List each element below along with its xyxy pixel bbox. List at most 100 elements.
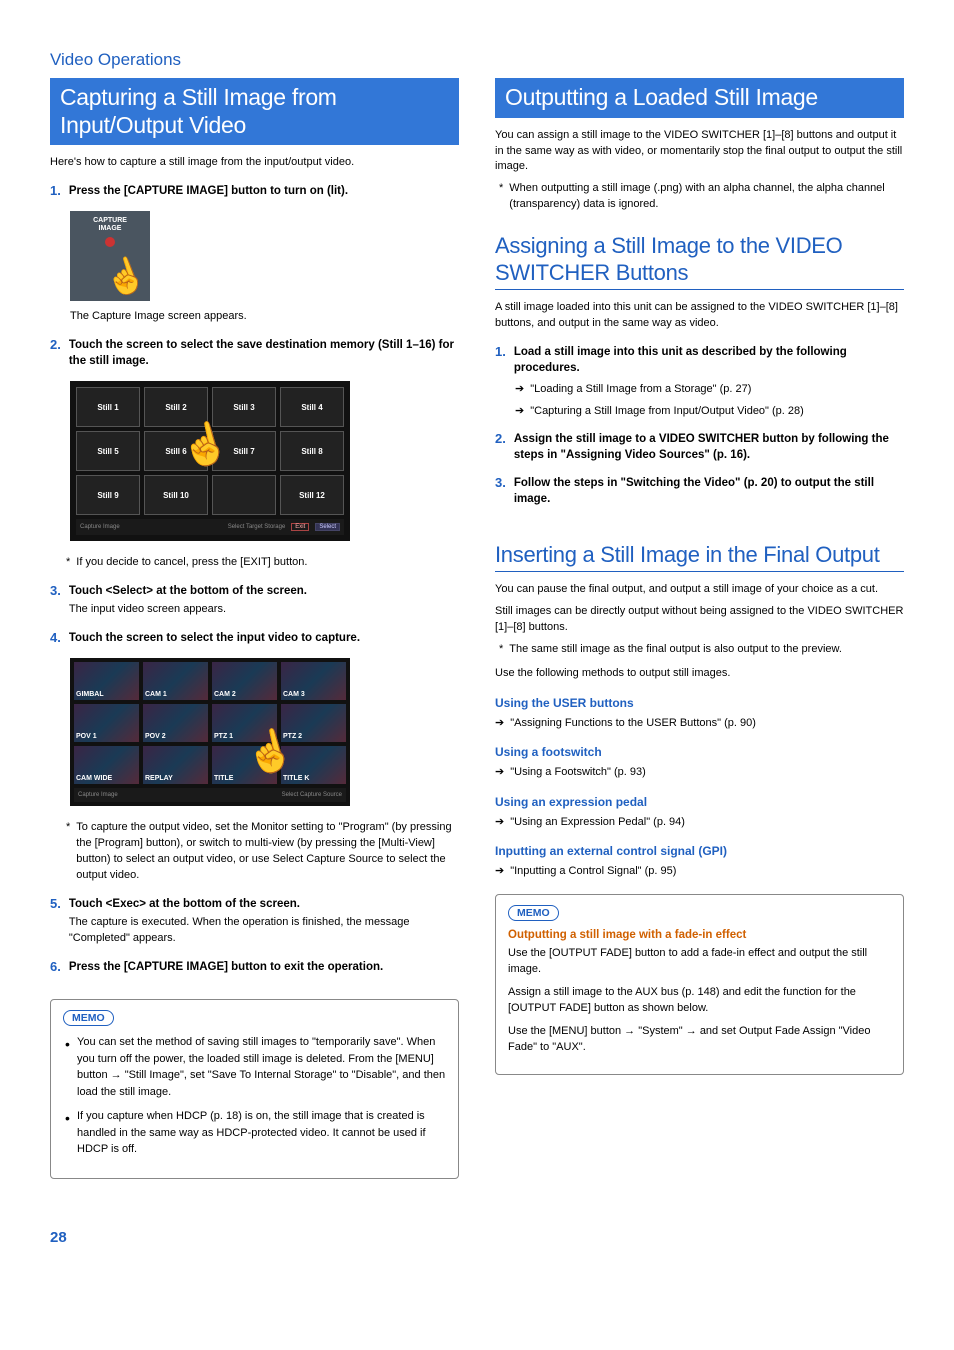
- right-memo: MEMO Outputting a still image with a fad…: [495, 894, 904, 1075]
- bb-label: Capture Image: [80, 524, 120, 530]
- hand-icon: ☝: [98, 251, 151, 303]
- still-grid-illustration: Still 1 Still 2 Still 3 Still 4 Still 5 …: [70, 381, 350, 541]
- left-title: Capturing a Still Image from Input/Outpu…: [50, 78, 459, 145]
- link-text: "Using an Expression Pedal" (p. 94): [510, 814, 685, 831]
- page-columns: Capturing a Still Image from Input/Outpu…: [50, 78, 904, 1179]
- step-4: 4. Touch the screen to select the input …: [50, 630, 459, 646]
- thumb: GIMBAL: [74, 662, 139, 700]
- right-column: Outputting a Loaded Still Image You can …: [495, 78, 904, 1179]
- still-cell: Still 8: [280, 431, 344, 471]
- arrow-icon: ➔: [495, 715, 504, 732]
- step-3: 3. Touch <Select> at the bottom of the s…: [50, 583, 459, 618]
- step-num: 6.: [50, 959, 61, 975]
- capture-label: CAPTURE IMAGE: [93, 217, 127, 232]
- step-title: Touch <Select> at the bottom of the scre…: [69, 583, 459, 599]
- memo-badge: MEMO: [508, 905, 559, 921]
- left-intro: Here's how to capture a still image from…: [50, 155, 459, 171]
- step-title: Press the [CAPTURE IMAGE] button to turn…: [69, 183, 459, 199]
- asterisk-icon: *: [499, 181, 503, 213]
- method-heading: Using the USER buttons: [495, 696, 904, 710]
- step-1: 1. Press the [CAPTURE IMAGE] button to t…: [50, 183, 459, 199]
- thumb: REPLAY: [143, 746, 208, 784]
- step-text: The input video screen appears.: [69, 602, 459, 618]
- step-2: 2. Touch the screen to select the save d…: [50, 337, 459, 369]
- asterisk-icon: *: [499, 642, 503, 658]
- method-heading: Inputting an external control signal (GP…: [495, 844, 904, 858]
- right-note1: * When outputting a still image (.png) w…: [495, 181, 904, 213]
- page-number: 28: [50, 1229, 904, 1246]
- thumb: POV 1: [74, 704, 139, 742]
- arrow-icon: ➔: [515, 381, 524, 398]
- step-num: 2.: [495, 431, 506, 463]
- step-5: 5. Touch <Exec> at the bottom of the scr…: [50, 896, 459, 947]
- step-num: 3.: [495, 475, 506, 507]
- thumb-bottombar: Capture Image Select Capture Source: [74, 788, 346, 802]
- right-intro1: You can assign a still image to the VIDE…: [495, 128, 904, 176]
- left-column: Capturing a Still Image from Input/Outpu…: [50, 78, 459, 1179]
- thumb: CAM 2: [212, 662, 277, 700]
- arrow-icon: ➔: [515, 403, 524, 420]
- h2b-note: * The same still image as the final outp…: [495, 642, 904, 658]
- bb-label: Select Capture Source: [282, 792, 342, 798]
- step2-note: * If you decide to cancel, press the [EX…: [50, 555, 459, 571]
- step-title: Load a still image into this unit as des…: [514, 344, 904, 376]
- method-heading: Using a footswitch: [495, 745, 904, 759]
- note-text: The same still image as the final output…: [509, 642, 842, 658]
- step-title: Follow the steps in "Switching the Video…: [514, 475, 904, 507]
- memo-item: If you capture when HDCP (p. 18) is on, …: [63, 1108, 446, 1158]
- capture-button-illustration: CAPTURE IMAGE ☝: [70, 211, 150, 301]
- note-text: If you decide to cancel, press the [EXIT…: [76, 555, 307, 571]
- step-title: Touch the screen to select the input vid…: [69, 630, 459, 646]
- note-text: To capture the output video, set the Mon…: [76, 820, 459, 884]
- memo-text: Use the [OUTPUT FADE] button to add a fa…: [508, 945, 891, 978]
- bb-select: Select: [315, 523, 340, 531]
- link-text: "Capturing a Still Image from Input/Outp…: [530, 403, 804, 420]
- step-text: The capture is executed. When the operat…: [69, 915, 459, 947]
- h2-inserting: Inserting a Still Image in the Final Out…: [495, 542, 904, 572]
- step-num: 3.: [50, 583, 61, 618]
- step-num: 4.: [50, 630, 61, 646]
- h2b-p1: You can pause the final output, and outp…: [495, 582, 904, 598]
- memo-badge: MEMO: [63, 1010, 114, 1026]
- still-cell: [212, 475, 276, 515]
- asterisk-icon: *: [66, 555, 70, 571]
- r-step-3: 3. Follow the steps in "Switching the Vi…: [495, 475, 904, 507]
- step4-note: * To capture the output video, set the M…: [50, 820, 459, 884]
- method-link: ➔ "Using a Footswitch" (p. 93): [495, 764, 904, 781]
- link-text: "Loading a Still Image from a Storage" (…: [530, 381, 751, 398]
- arrow-icon: ➔: [495, 863, 504, 880]
- step-num: 1.: [495, 344, 506, 376]
- memo-item: You can set the method of saving still i…: [63, 1034, 446, 1100]
- still-cell: Still 10: [144, 475, 208, 515]
- section-header: Video Operations: [50, 50, 904, 70]
- still-cell: Still 9: [76, 475, 140, 515]
- step-title: Assign the still image to a VIDEO SWITCH…: [514, 431, 904, 463]
- right-title1: Outputting a Loaded Still Image: [495, 78, 904, 118]
- r-step-1: 1. Load a still image into this unit as …: [495, 344, 904, 376]
- h2b-p3: Use the following methods to output stil…: [495, 666, 904, 682]
- thumb: CAM 3: [281, 662, 346, 700]
- memo-text: Use the [MENU] button → "System" → and s…: [508, 1023, 891, 1056]
- method-heading: Using an expression pedal: [495, 795, 904, 809]
- still-cell: Still 4: [280, 387, 344, 427]
- link-text: "Inputting a Control Signal" (p. 95): [510, 863, 676, 880]
- h2b-p2: Still images can be directly output with…: [495, 604, 904, 636]
- still-cell: Still 12: [280, 475, 344, 515]
- step-6: 6. Press the [CAPTURE IMAGE] button to e…: [50, 959, 459, 975]
- still-cell: Still 5: [76, 431, 140, 471]
- link-text: "Using a Footswitch" (p. 93): [510, 764, 646, 781]
- thumb: POV 2: [143, 704, 208, 742]
- link-item: ➔ "Loading a Still Image from a Storage"…: [495, 381, 904, 398]
- step-title: Press the [CAPTURE IMAGE] button to exit…: [69, 959, 459, 975]
- bb-exit: Exit: [291, 523, 309, 531]
- thumb: CAM 1: [143, 662, 208, 700]
- link-item: ➔ "Capturing a Still Image from Input/Ou…: [495, 403, 904, 420]
- h2-assigning: Assigning a Still Image to the VIDEO SWI…: [495, 233, 904, 290]
- h2a-intro: A still image loaded into this unit can …: [495, 300, 904, 332]
- still-cell: Still 1: [76, 387, 140, 427]
- link-text: "Assigning Functions to the USER Buttons…: [510, 715, 756, 732]
- arrow-icon: ➔: [495, 814, 504, 831]
- step-title: Touch the screen to select the save dest…: [69, 337, 459, 369]
- step-num: 1.: [50, 183, 61, 199]
- memo-text: Assign a still image to the AUX bus (p. …: [508, 984, 891, 1017]
